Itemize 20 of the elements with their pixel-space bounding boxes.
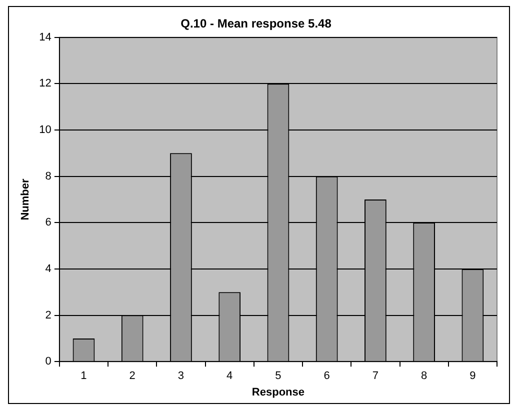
x-tick-label: 4 bbox=[226, 370, 233, 382]
x-tick-label: 8 bbox=[421, 370, 428, 382]
x-axis-title: Response bbox=[252, 386, 305, 398]
y-tick-label: 4 bbox=[45, 263, 52, 276]
x-tick-label: 3 bbox=[178, 370, 184, 382]
y-tick-label: 14 bbox=[39, 31, 52, 44]
x-tick-label: 1 bbox=[80, 370, 87, 382]
y-tick-label: 8 bbox=[45, 170, 52, 182]
y-tick-label: 6 bbox=[45, 216, 52, 229]
x-tick-label: 7 bbox=[372, 370, 379, 382]
y-tick-label: 12 bbox=[39, 78, 52, 90]
x-tick-label: 5 bbox=[275, 370, 282, 382]
x-tick-label: 2 bbox=[129, 370, 136, 382]
y-tick-label: 0 bbox=[45, 356, 52, 368]
chart-title: Q.10 - Mean response 5.48 bbox=[180, 16, 332, 31]
y-axis-title: Number bbox=[20, 178, 32, 220]
y-tick-label: 2 bbox=[45, 309, 52, 322]
x-tick-label: 6 bbox=[324, 370, 330, 382]
y-tick-label: 10 bbox=[39, 124, 52, 136]
x-tick-label: 9 bbox=[470, 370, 476, 382]
